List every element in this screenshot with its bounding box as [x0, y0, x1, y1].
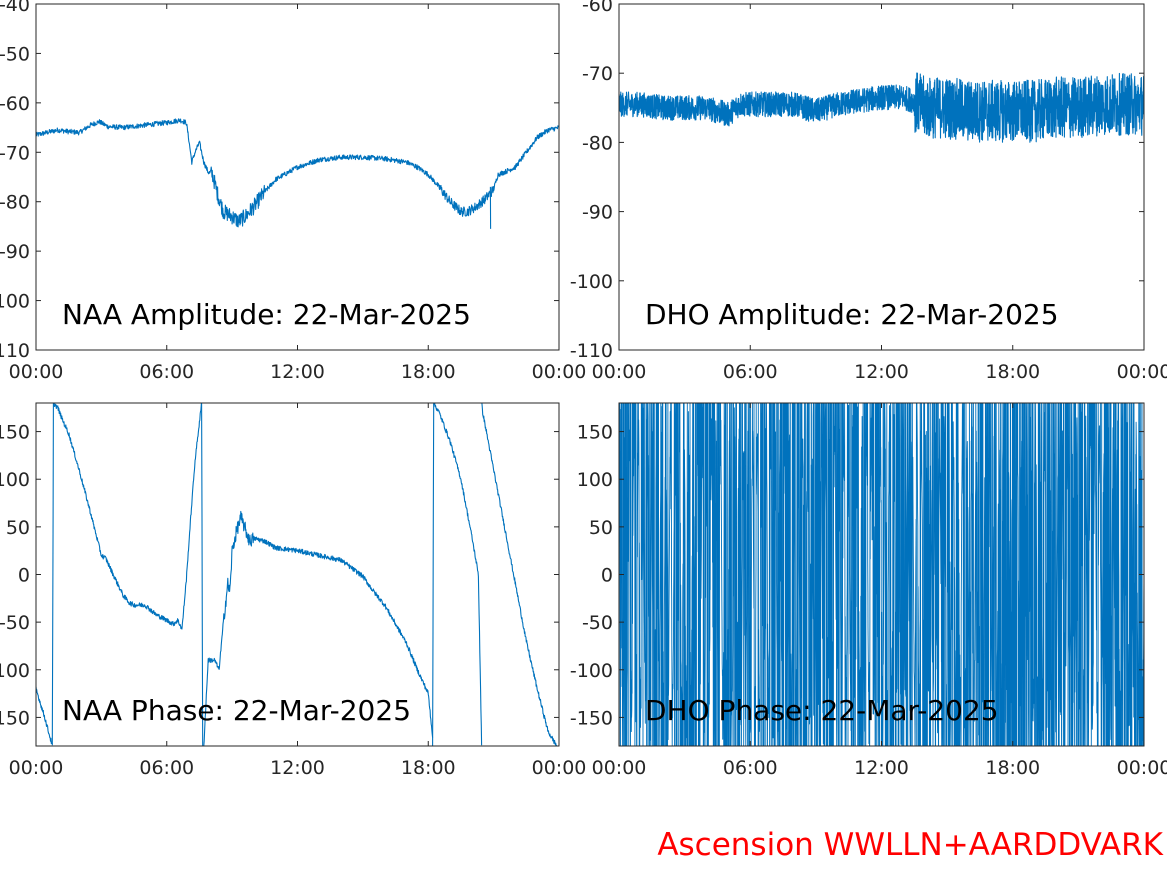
dho-phase-ticks: 00:00 06:00 12:00 18:00 00:00 150 100 50 0 -50 -10… — [570, 403, 1167, 779]
naa-phase-y-tick-label: 100 — [0, 469, 30, 491]
dho-phase-y-tick-label: 150 — [577, 422, 613, 444]
dho-phase-y-tick-label: -50 — [582, 612, 613, 634]
dho-phase-y-tick-label: -150 — [570, 707, 613, 729]
naa-phase-x-tick-label: 00:00 — [532, 757, 587, 779]
naa-phase-series-line-2 — [181, 403, 202, 629]
naa-phase-y-tick-label: 150 — [0, 422, 30, 444]
naa-phase-y-tick-label: 50 — [6, 517, 30, 539]
naa-amplitude-y-tick-label: -40 — [0, 0, 30, 16]
naa-phase-series-line-6 — [433, 403, 483, 746]
naa-amplitude-y-tick-label: -50 — [0, 43, 30, 65]
dho-phase-y-tick-label: 100 — [577, 469, 613, 491]
panel-dho-amplitude: 00:00 06:00 12:00 18:00 00:00 -60 -70 -80 -90 -10… — [570, 0, 1167, 383]
naa-phase-y-tick-label: -50 — [0, 612, 30, 634]
naa-amplitude-y-tick-label: -80 — [0, 192, 30, 214]
naa-amplitude-series — [36, 118, 559, 229]
naa-amplitude-x-tick-label: 00:00 — [532, 361, 587, 383]
naa-amplitude-title: NAA Amplitude: 22-Mar-2025 — [62, 298, 471, 331]
dho-amplitude-title: DHO Amplitude: 22-Mar-2025 — [645, 298, 1059, 331]
naa-phase-series-line-7 — [481, 403, 558, 746]
naa-phase-x-tick-label: 18:00 — [401, 757, 456, 779]
panel-naa-amplitude: 00:00 06:00 12:00 18:00 00:00 -40 -50 -60 -70 -80… — [0, 0, 586, 383]
dho-amplitude-y-tick-label: -60 — [582, 0, 613, 16]
dho-phase-y-tick-label: 0 — [601, 565, 613, 587]
naa-phase-y-tick-label: -150 — [0, 707, 30, 729]
naa-phase-y-tick-label: 0 — [18, 565, 30, 587]
dho-amplitude-x-tick-label: 00:00 — [1117, 361, 1167, 383]
dho-phase-series — [619, 403, 1144, 746]
naa-amplitude-y-tick-label: -110 — [0, 340, 30, 362]
naa-phase-series-line-0 — [36, 686, 53, 745]
dho-amplitude-x-tick-label: 18:00 — [985, 361, 1040, 383]
dho-amplitude-y-tick-label: -110 — [570, 340, 613, 362]
panel-naa-phase: 00:00 06:00 12:00 18:00 00:00 150 100 50 0 -50 -10… — [0, 402, 586, 779]
dho-phase-y-tick-label: -100 — [570, 660, 613, 682]
naa-phase-series — [36, 403, 558, 746]
naa-phase-ticks: 00:00 06:00 12:00 18:00 00:00 150 100 50 0 -50 -10… — [0, 403, 586, 779]
naa-phase-series-line-5 — [432, 403, 435, 746]
naa-phase-x-tick-label: 12:00 — [270, 757, 325, 779]
naa-amplitude-y-tick-label: -100 — [0, 291, 30, 313]
naa-amplitude-x-tick-label: 18:00 — [401, 361, 456, 383]
naa-phase-y-tick-label: -100 — [0, 660, 30, 682]
naa-amplitude-y-tick-label: -90 — [0, 241, 30, 263]
dho-amplitude-x-tick-label: 12:00 — [854, 361, 909, 383]
naa-amplitude-x-tick-label: 12:00 — [270, 361, 325, 383]
naa-phase-series-line-3 — [201, 403, 204, 746]
dho-phase-x-tick-label: 18:00 — [985, 757, 1040, 779]
dho-amplitude-x-tick-label: 00:00 — [592, 361, 647, 383]
naa-amplitude-series-line-0 — [36, 118, 559, 229]
dho-phase-x-tick-label: 00:00 — [592, 757, 647, 779]
panel-dho-phase: 00:00 06:00 12:00 18:00 00:00 150 100 50 0 -50 -10… — [570, 402, 1167, 779]
dho-phase-x-tick-label: 00:00 — [1117, 757, 1167, 779]
naa-phase-x-tick-label: 06:00 — [139, 757, 194, 779]
dho-phase-x-tick-label: 12:00 — [854, 757, 909, 779]
naa-phase-title: NAA Phase: 22-Mar-2025 — [62, 694, 411, 727]
dho-amplitude-y-tick-label: -70 — [582, 63, 613, 85]
dho-amplitude-series-line-0 — [619, 72, 1144, 143]
dho-amplitude-x-tick-label: 06:00 — [723, 361, 778, 383]
station-footer-label: Ascension WWLLN+AARDDVARK — [657, 827, 1163, 863]
dho-phase-x-tick-label: 06:00 — [723, 757, 778, 779]
dho-amplitude-y-tick-label: -90 — [582, 202, 613, 224]
naa-amplitude-y-tick-label: -60 — [0, 93, 30, 115]
naa-phase-series-line-1 — [51, 403, 183, 746]
naa-amplitude-x-tick-label: 00:00 — [9, 361, 64, 383]
dho-amplitude-ticks: 00:00 06:00 12:00 18:00 00:00 -60 -70 -80 -90 -10… — [570, 0, 1167, 383]
naa-amplitude-y-tick-label: -70 — [0, 142, 30, 164]
dho-phase-series-line-0 — [619, 403, 1144, 746]
dho-amplitude-series — [619, 72, 1144, 143]
naa-phase-series-line-4 — [203, 510, 434, 746]
dho-amplitude-y-tick-label: -80 — [582, 132, 613, 154]
naa-phase-x-tick-label: 00:00 — [9, 757, 64, 779]
naa-amplitude-x-tick-label: 06:00 — [139, 361, 194, 383]
dho-amplitude-y-tick-label: -100 — [570, 271, 613, 293]
dho-phase-title: DHO Phase: 22-Mar-2025 — [645, 694, 999, 727]
dho-phase-y-tick-label: 50 — [589, 517, 613, 539]
naa-amplitude-ticks: 00:00 06:00 12:00 18:00 00:00 -40 -50 -60 -70 -80… — [0, 0, 586, 383]
